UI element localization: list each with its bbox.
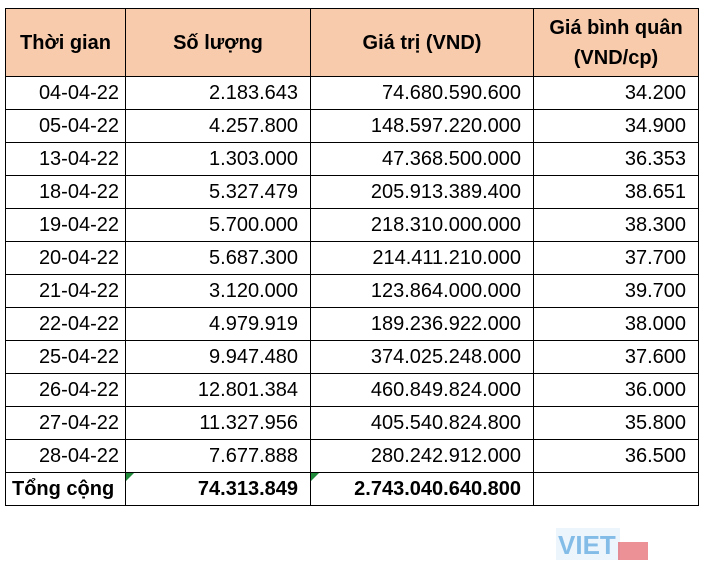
table-cell: 47.368.500.000 bbox=[310, 142, 534, 176]
table-cell: 27-04-22 bbox=[5, 406, 126, 440]
table-cell: 38.651 bbox=[533, 175, 699, 209]
table-cell: 189.236.922.000 bbox=[310, 307, 534, 341]
header-row: Thời gian Số lượng Giá trị (VND) Giá bình q… bbox=[5, 8, 699, 77]
table-cell: 21-04-22 bbox=[5, 274, 126, 308]
table-cell: 38.300 bbox=[533, 208, 699, 242]
total-cell: 2.743.040.640.800 bbox=[310, 472, 534, 506]
table-cell: 460.849.824.000 bbox=[310, 373, 534, 407]
table-cell: 374.025.248.000 bbox=[310, 340, 534, 374]
table-cell: 20-04-22 bbox=[5, 241, 126, 275]
table-cell: 2.183.643 bbox=[125, 76, 311, 110]
logo-bg bbox=[556, 528, 620, 560]
table-cell: 214.411.210.000 bbox=[310, 241, 534, 275]
table-row: 22-04-22 4.979.919 189.236.922.000 38.000 bbox=[5, 307, 699, 341]
logo-mark bbox=[618, 542, 648, 560]
table-cell: 26-04-22 bbox=[5, 373, 126, 407]
logo-text: VIET bbox=[558, 530, 616, 560]
total-cell: Tổng cộng bbox=[5, 472, 126, 506]
watermark-logo: VIET bbox=[556, 528, 648, 560]
table-cell: 280.242.912.000 bbox=[310, 439, 534, 473]
table-cell: 36.000 bbox=[533, 373, 699, 407]
header-cell: Giá trị (VND) bbox=[310, 8, 534, 77]
table-cell: 22-04-22 bbox=[5, 307, 126, 341]
cell-flag bbox=[311, 473, 319, 481]
table-cell: 9.947.480 bbox=[125, 340, 311, 374]
table-row: 20-04-22 5.687.300 214.411.210.000 37.700 bbox=[5, 241, 699, 275]
total-cell: 74.313.849 bbox=[125, 472, 311, 506]
table-cell: 1.303.000 bbox=[125, 142, 311, 176]
table-cell: 19-04-22 bbox=[5, 208, 126, 242]
table-cell: 38.000 bbox=[533, 307, 699, 341]
table-row: 18-04-22 5.327.479 205.913.389.400 38.651 bbox=[5, 175, 699, 209]
cell-flag bbox=[126, 473, 134, 481]
table-cell: 11.327.956 bbox=[125, 406, 311, 440]
table-cell: 405.540.824.800 bbox=[310, 406, 534, 440]
table-row: 19-04-22 5.700.000 218.310.000.000 38.300 bbox=[5, 208, 699, 242]
header-cell: Số lượng bbox=[125, 8, 311, 77]
table-cell: 12.801.384 bbox=[125, 373, 311, 407]
header-cell: Thời gian bbox=[5, 8, 126, 77]
table-row: 26-04-22 12.801.384 460.849.824.000 36.000 bbox=[5, 373, 699, 407]
table-cell: 74.680.590.600 bbox=[310, 76, 534, 110]
table-cell: 37.600 bbox=[533, 340, 699, 374]
table-cell: 3.120.000 bbox=[125, 274, 311, 308]
empty-cell bbox=[533, 472, 699, 506]
table-row: 28-04-22 7.677.888 280.242.912.000 36.500 bbox=[5, 439, 699, 473]
table-cell: 4.257.800 bbox=[125, 109, 311, 143]
table-cell: 34.900 bbox=[533, 109, 699, 143]
table-cell: 39.700 bbox=[533, 274, 699, 308]
table-cell: 36.353 bbox=[533, 142, 699, 176]
total-row: Tổng cộng 74.313.849 2.743.040.640.800 bbox=[5, 472, 699, 506]
table-cell: 4.979.919 bbox=[125, 307, 311, 341]
table-cell: 123.864.000.000 bbox=[310, 274, 534, 308]
table-cell: 18-04-22 bbox=[5, 175, 126, 209]
table-cell: 25-04-22 bbox=[5, 340, 126, 374]
table-cell: 04-04-22 bbox=[5, 76, 126, 110]
table-cell: 35.800 bbox=[533, 406, 699, 440]
table-cell: 5.327.479 bbox=[125, 175, 311, 209]
table-cell: 205.913.389.400 bbox=[310, 175, 534, 209]
header-cell: Giá bình quân (VND/cp) bbox=[533, 8, 699, 77]
table-row: 05-04-22 4.257.800 148.597.220.000 34.900 bbox=[5, 109, 699, 143]
table-row: 27-04-22 11.327.956 405.540.824.800 35.800 bbox=[5, 406, 699, 440]
table-cell: 218.310.000.000 bbox=[310, 208, 534, 242]
table-cell: 36.500 bbox=[533, 439, 699, 473]
table-row: 21-04-22 3.120.000 123.864.000.000 39.700 bbox=[5, 274, 699, 308]
table-row: 25-04-22 9.947.480 374.025.248.000 37.600 bbox=[5, 340, 699, 374]
table-cell: 148.597.220.000 bbox=[310, 109, 534, 143]
table-cell: 05-04-22 bbox=[5, 109, 126, 143]
table-cell: 13-04-22 bbox=[5, 142, 126, 176]
table-cell: 37.700 bbox=[533, 241, 699, 275]
table-row: 13-04-22 1.303.000 47.368.500.000 36.353 bbox=[5, 142, 699, 176]
data-table: Thời gian Số lượng Giá trị (VND) Giá bình q… bbox=[5, 8, 699, 506]
table-cell: 34.200 bbox=[533, 76, 699, 110]
table-cell: 5.687.300 bbox=[125, 241, 311, 275]
table-row: 04-04-22 2.183.643 74.680.590.600 34.200 bbox=[5, 76, 699, 110]
table-cell: 5.700.000 bbox=[125, 208, 311, 242]
table-cell: 7.677.888 bbox=[125, 439, 311, 473]
table-body: 04-04-22 2.183.643 74.680.590.600 34.200 05-… bbox=[5, 76, 699, 506]
table-cell: 28-04-22 bbox=[5, 439, 126, 473]
